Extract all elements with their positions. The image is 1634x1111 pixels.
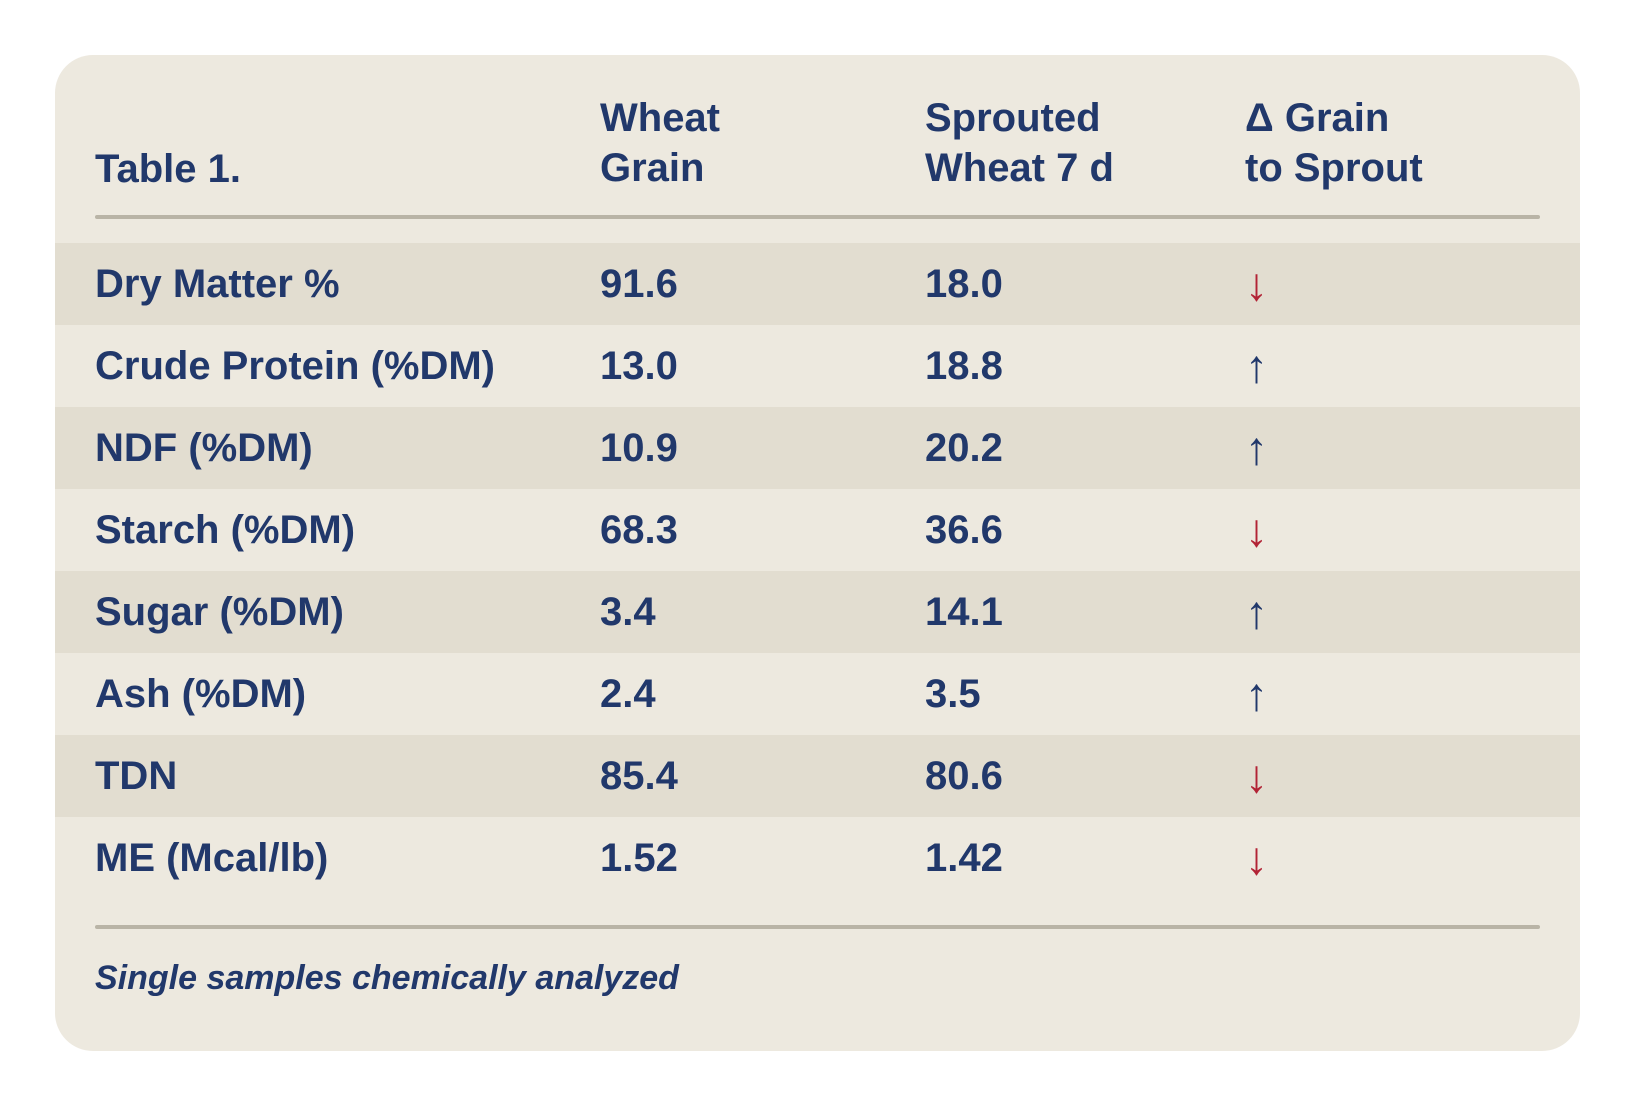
- sprouted-wheat-value: 36.6: [925, 508, 1003, 552]
- sprouted-wheat-value: 20.2: [925, 426, 1003, 470]
- wheat-grain-value: 1.52: [600, 836, 678, 880]
- row-label: TDN: [95, 754, 178, 798]
- row-label: Sugar (%DM): [95, 590, 344, 634]
- table-row: Starch (%DM) 68.3 36.6 ↓: [55, 489, 1580, 571]
- change-arrow-icon: ↑: [1245, 340, 1268, 392]
- wheat-grain-value: 2.4: [600, 672, 656, 716]
- wheat-grain-value: 10.9: [600, 426, 678, 470]
- sprouted-wheat-value: 1.42: [925, 836, 1003, 880]
- sprouted-wheat-value: 18.8: [925, 344, 1003, 388]
- table-row: Crude Protein (%DM) 13.0 18.8 ↑: [55, 325, 1580, 407]
- wheat-grain-value: 68.3: [600, 508, 678, 552]
- table-row: NDF (%DM) 10.9 20.2 ↑: [55, 407, 1580, 489]
- table-row: TDN 85.4 80.6 ↓: [55, 735, 1580, 817]
- row-label: Crude Protein (%DM): [95, 344, 495, 388]
- table-row: Dry Matter % 91.6 18.0 ↓: [55, 243, 1580, 325]
- row-label: ME (Mcal/lb): [95, 836, 329, 880]
- header-divider: [95, 215, 1540, 219]
- sprouted-wheat-value: 14.1: [925, 590, 1003, 634]
- wheat-grain-value: 85.4: [600, 754, 678, 798]
- change-arrow-icon: ↓: [1245, 504, 1268, 556]
- sprouted-wheat-value: 3.5: [925, 672, 981, 716]
- table-title: Table 1.: [95, 147, 241, 191]
- row-label: Ash (%DM): [95, 672, 307, 716]
- wheat-grain-value: 13.0: [600, 344, 678, 388]
- change-arrow-icon: ↑: [1245, 668, 1268, 720]
- column-header-wheat-grain: Wheat Grain: [600, 96, 720, 190]
- table-row: ME (Mcal/lb) 1.52 1.42 ↓: [55, 817, 1580, 899]
- sprouted-wheat-value: 80.6: [925, 754, 1003, 798]
- change-arrow-icon: ↓: [1245, 832, 1268, 884]
- table-header-row: Table 1. Wheat Grain Sprouted Wheat 7 d …: [55, 55, 1580, 215]
- change-arrow-icon: ↓: [1245, 258, 1268, 310]
- table-row: Ash (%DM) 2.4 3.5 ↑: [55, 653, 1580, 735]
- sprouted-wheat-value: 18.0: [925, 262, 1003, 306]
- row-label: Starch (%DM): [95, 508, 356, 552]
- change-arrow-icon: ↑: [1245, 586, 1268, 638]
- wheat-grain-value: 91.6: [600, 262, 678, 306]
- change-arrow-icon: ↓: [1245, 750, 1268, 802]
- table-row: Sugar (%DM) 3.4 14.1 ↑: [55, 571, 1580, 653]
- column-header-sprouted-wheat: Sprouted Wheat 7 d: [925, 96, 1114, 190]
- nutrition-table-card: Table 1. Wheat Grain Sprouted Wheat 7 d …: [55, 55, 1580, 1051]
- change-arrow-icon: ↑: [1245, 422, 1268, 474]
- wheat-grain-value: 3.4: [600, 590, 656, 634]
- footer-divider: [95, 925, 1540, 929]
- row-label: NDF (%DM): [95, 426, 313, 470]
- table-body: Dry Matter % 91.6 18.0 ↓ Crude Protein (…: [55, 243, 1580, 899]
- row-label: Dry Matter %: [95, 262, 340, 306]
- table-footnote: Single samples chemically analyzed: [95, 959, 679, 997]
- column-header-delta-grain-to-sprout: Δ Grain to Sprout: [1245, 96, 1423, 190]
